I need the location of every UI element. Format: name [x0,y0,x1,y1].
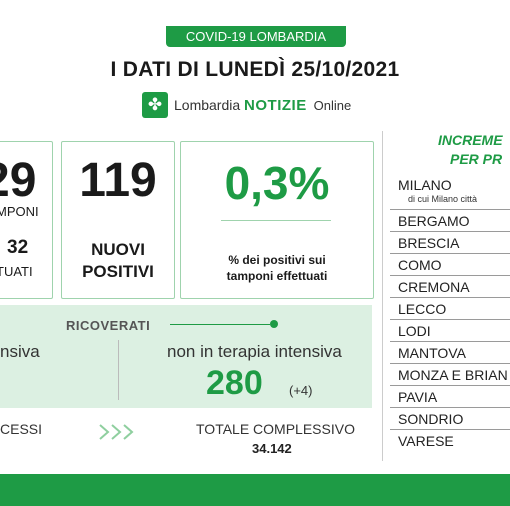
effettuati-value: 32 [7,237,29,258]
milano-citta-note: di cui Milano città [408,194,478,204]
ricoverati-section [0,305,372,408]
page-title: I DATI DI LUNEDÌ 25/10/2021 [110,58,400,81]
effettuati-label: TUATI [0,264,33,279]
list-item: COMO [390,254,510,276]
list-item: MONZA E BRIAN [390,364,510,386]
list-item: LODI [390,320,510,342]
logo-suffix: Online [313,97,352,113]
list-item: BRESCIA [390,232,510,254]
ricoverati-title: RICOVERATI [66,318,151,333]
header-badge: COVID-19 LOMBARDIA [166,26,346,47]
percentuale-label-2: tamponi effettuati [226,269,328,283]
leaf-cross-icon: ✤ [142,92,168,118]
province-divider [382,131,383,461]
list-item: VARESE [398,433,454,449]
list-item-milano: MILANO di cui Milano città [390,175,510,210]
terapia-intensiva-label: nsiva [0,342,40,361]
non-intensiva-label: non in terapia intensiva [167,342,342,361]
percentuale-card: 0,3% % dei positivi sui tamponi effettua… [180,141,374,299]
list-item: LECCO [390,298,510,320]
tamponi-label: MPONI [0,204,39,219]
percentuale-value: 0,3% [224,157,330,209]
tamponi-value: 29 [0,154,37,207]
nuovi-positivi-card: 119 NUOVI POSITIVI [61,141,175,299]
footer-bar [0,474,510,506]
list-item: SONDRIO [390,408,510,430]
list-item: CREMONA [390,276,510,298]
decessi-label: CESSI [0,421,43,437]
list-item: PAVIA [390,386,510,408]
province-title-line-2: PER PR [450,150,503,167]
nuovi-positivi-label-1: NUOVI [91,240,145,259]
totale-complessivo-value: 34.142 [252,441,292,456]
nuovi-positivi-value: 119 [79,154,157,207]
totale-complessivo-label: TOTALE COMPLESSIVO [196,421,355,437]
province-title: INCREME PER PR [438,131,510,169]
ricoverati-line [170,324,270,325]
non-intensiva-delta: (+4) [289,383,313,398]
lombardia-notizie-logo: ✤ Lombardia NOTIZIE Online [142,92,351,118]
province-name: MILANO [398,177,452,193]
ricoverati-divider [118,340,119,400]
ricoverati-dot [270,320,278,328]
logo-brand: NOTIZIE [244,96,307,114]
logo-prefix: Lombardia [174,96,241,113]
province-list: MILANO di cui Milano città BERGAMO BRESC… [390,175,510,452]
list-item: MANTOVA [390,342,510,364]
province-title-line-1: INCREME [438,132,503,148]
percentuale-divider [221,220,331,221]
tamponi-card: 29 MPONI 32 TUATI [0,141,53,299]
logo-text: Lombardia NOTIZIE Online [174,97,351,114]
percentuale-label-1: % dei positivi sui [228,253,326,267]
nuovi-positivi-label-2: POSITIVI [82,262,154,281]
double-chevron-right-icon [98,421,142,443]
list-item: BERGAMO [390,210,510,232]
non-intensiva-value: 280 [206,364,263,402]
